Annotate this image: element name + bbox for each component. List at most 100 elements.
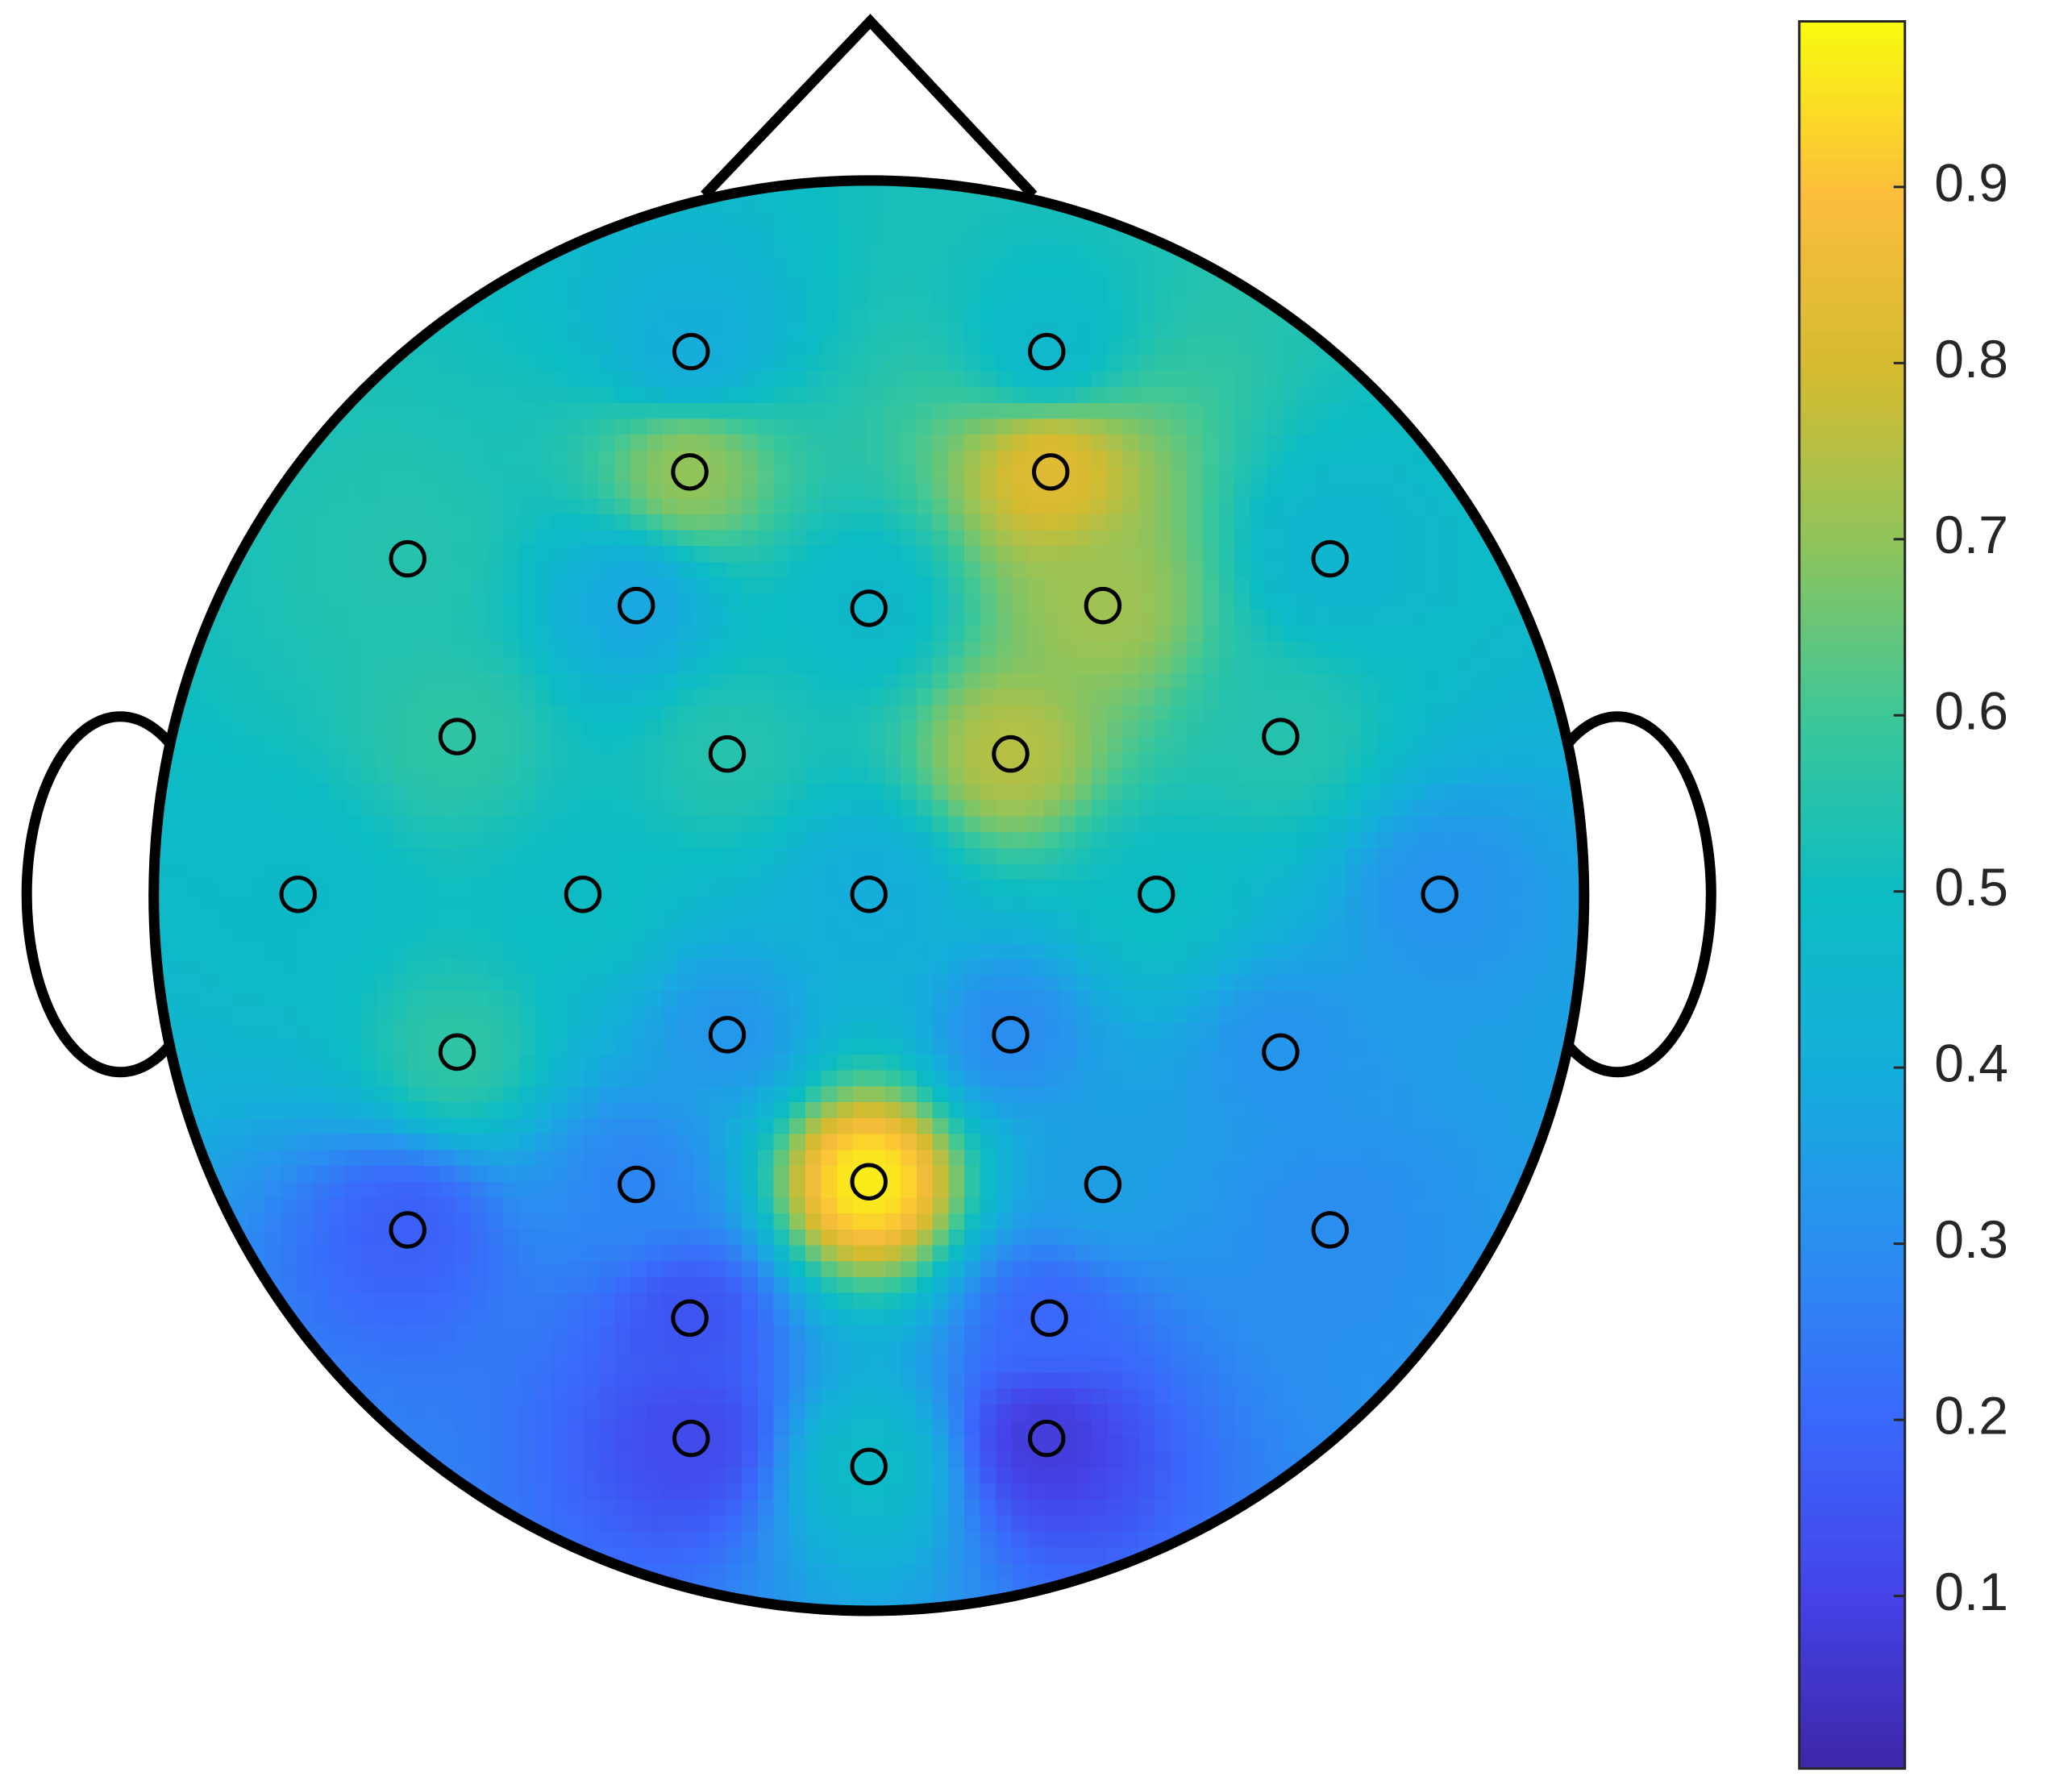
- field-cell: [980, 610, 997, 627]
- field-cell: [535, 418, 552, 436]
- field-cell: [1076, 371, 1093, 389]
- field-cell: [821, 577, 838, 595]
- field-cell: [408, 450, 426, 468]
- field-cell: [439, 1436, 457, 1454]
- field-cell: [789, 1356, 807, 1374]
- field-cell: [821, 672, 838, 691]
- field-cell: [757, 1579, 775, 1596]
- field-cell: [884, 1579, 902, 1596]
- field-cell: [487, 880, 505, 897]
- field-cell: [423, 991, 442, 1009]
- field-cell: [392, 1340, 410, 1359]
- field-cell: [1012, 435, 1030, 452]
- field-cell: [901, 260, 918, 277]
- field-cell: [535, 1086, 552, 1104]
- field-cell: [709, 768, 727, 786]
- field-cell: [821, 371, 838, 389]
- field-cell: [1012, 260, 1030, 277]
- field-cell: [789, 911, 807, 929]
- field-cell: [932, 243, 950, 261]
- field-cell: [853, 482, 871, 500]
- field-cell: [1043, 530, 1061, 547]
- field-cell: [551, 1150, 568, 1167]
- field-cell: [471, 323, 489, 341]
- field-cell: [821, 768, 838, 786]
- field-cell: [932, 641, 950, 659]
- field-cell: [535, 975, 552, 992]
- field-cell: [408, 1372, 426, 1390]
- field-cell: [1027, 1261, 1046, 1279]
- field-cell: [853, 435, 871, 452]
- field-cell: [964, 1292, 982, 1310]
- field-cell: [423, 975, 442, 992]
- field-cell: [503, 959, 521, 976]
- field-cell: [1155, 1134, 1172, 1151]
- field-cell: [1107, 1213, 1125, 1231]
- field-cell: [264, 1086, 282, 1104]
- field-cell: [297, 610, 314, 627]
- field-cell: [344, 1055, 362, 1072]
- field-cell: [519, 847, 537, 865]
- field-cell: [1123, 1467, 1141, 1485]
- field-cell: [837, 975, 855, 992]
- field-cell: [678, 1102, 696, 1120]
- field-cell: [693, 768, 712, 786]
- field-cell: [614, 880, 632, 897]
- field-cell: [1091, 1483, 1109, 1501]
- field-cell: [742, 1547, 759, 1565]
- field-cell: [598, 927, 616, 945]
- field-cell: [614, 1547, 632, 1565]
- field-cell: [376, 752, 393, 770]
- field-cell: [456, 1086, 473, 1104]
- field-cell: [535, 435, 552, 452]
- field-cell: [503, 1117, 521, 1136]
- field-cell: [344, 1117, 362, 1136]
- field-cell: [503, 927, 521, 945]
- field-cell: [742, 435, 759, 452]
- field-cell: [693, 212, 712, 230]
- field-cell: [868, 800, 886, 818]
- field-cell: [1059, 1245, 1077, 1263]
- field-cell: [535, 291, 552, 310]
- field-cell: [996, 832, 1013, 850]
- field-cell: [1138, 1388, 1157, 1406]
- field-cell: [1012, 498, 1030, 516]
- field-cell: [471, 1420, 489, 1438]
- field-cell: [328, 832, 346, 850]
- field-cell: [1076, 561, 1093, 580]
- field-cell: [551, 466, 568, 484]
- field-cell: [1076, 991, 1093, 1009]
- field-cell: [1076, 625, 1093, 643]
- field-cell: [1155, 435, 1172, 452]
- field-cell: [868, 243, 886, 261]
- field-cell: [281, 1134, 298, 1151]
- field-cell: [312, 610, 331, 627]
- field-cell: [535, 689, 552, 706]
- field-cell: [646, 498, 664, 516]
- field-cell: [630, 402, 648, 421]
- field-cell: [1059, 1277, 1077, 1295]
- field-cell: [201, 832, 219, 850]
- field-cell: [1076, 736, 1093, 754]
- field-cell: [884, 1213, 902, 1231]
- field-cell: [1059, 959, 1077, 976]
- field-cell: [1043, 895, 1061, 913]
- field-cell: [901, 387, 918, 405]
- field-cell: [932, 212, 950, 230]
- field-cell: [614, 514, 632, 532]
- field-cell: [297, 1213, 314, 1231]
- field-cell: [693, 418, 712, 436]
- field-cell: [281, 816, 298, 834]
- field-cell: [423, 514, 442, 532]
- field-cell: [439, 1292, 457, 1310]
- field-cell: [996, 1055, 1013, 1072]
- field-cell: [503, 816, 521, 834]
- field-cell: [948, 1038, 966, 1056]
- field-cell: [980, 1070, 997, 1088]
- field-cell: [837, 1197, 855, 1215]
- field-cell: [837, 371, 855, 389]
- field-cell: [598, 1372, 616, 1390]
- field-cell: [980, 1420, 997, 1438]
- field-cell: [996, 577, 1013, 595]
- field-cell: [901, 736, 918, 754]
